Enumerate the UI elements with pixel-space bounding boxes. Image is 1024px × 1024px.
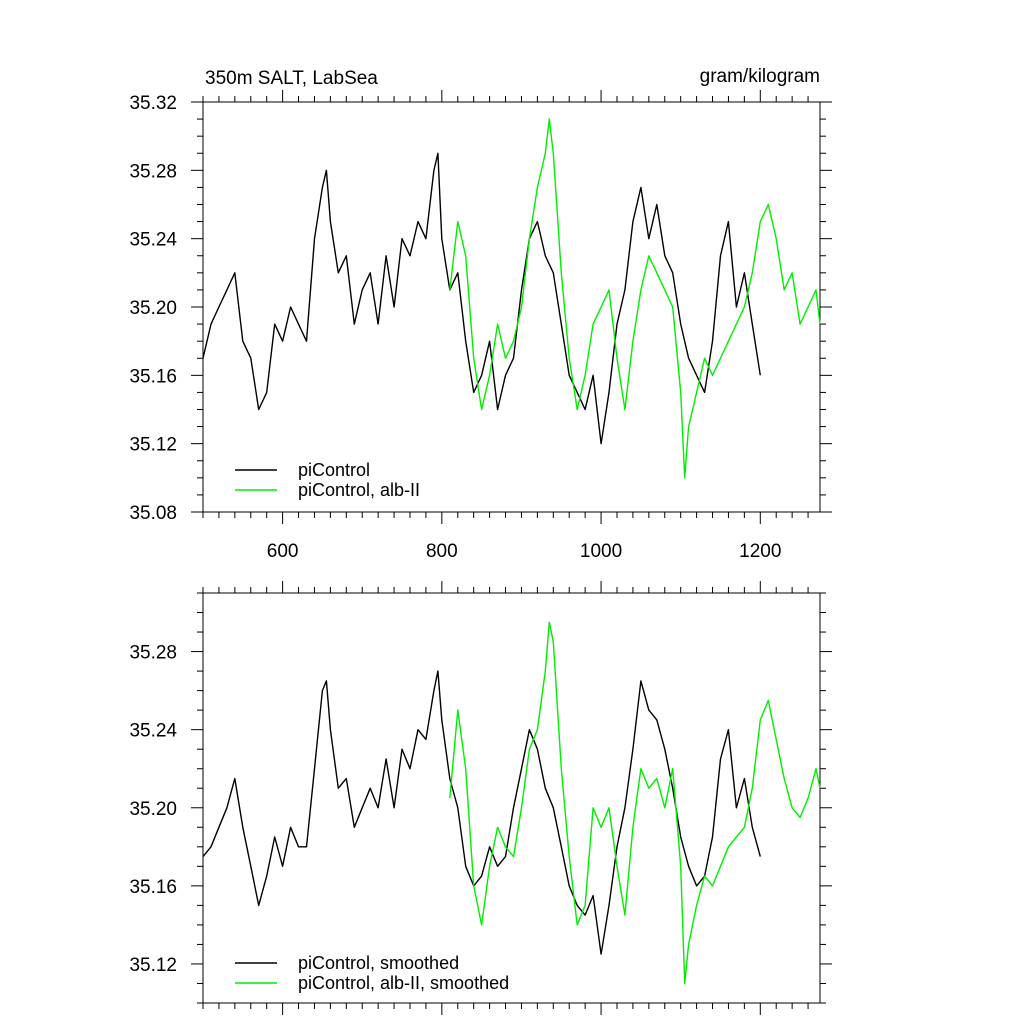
bottom-plot-frame [202, 592, 821, 1004]
bottom-legend-label-0: piControl, smoothed [298, 953, 459, 973]
bottom-y-tick-label: 35.24 [129, 721, 177, 742]
bottom-y-tick-label: 35.28 [129, 643, 177, 664]
bottom-y-tick-label: 35.16 [129, 877, 177, 898]
bottom-series-line-1 [449, 621, 821, 985]
top-x-tick-label: 1000 [580, 541, 622, 562]
top-series-line-0 [202, 152, 761, 445]
top-legend-label-0: piControl [298, 460, 370, 480]
top-x-tick-label: 600 [267, 541, 299, 562]
top-plot-frame [202, 101, 821, 513]
bottom-y-tick-label: 35.12 [129, 955, 177, 976]
bottom-panel: 35.12 35.16 35.20 35.24 35.28 piControl, smoo… [129, 581, 832, 1015]
top-y-tick-label: 35.12 [129, 435, 177, 456]
top-x-tick-label: 800 [426, 541, 458, 562]
top-series-line-1 [449, 118, 821, 479]
top-y-tick-label: 35.28 [129, 161, 177, 182]
top-plot-area: 600 800 1000 1200 35.08 35.12 35.16 35.20 35.24 3… [129, 90, 832, 562]
top-x-tick-label: 1200 [739, 541, 781, 562]
bottom-y-tick-label: 35.20 [129, 799, 177, 820]
top-y-tick-label: 35.08 [129, 503, 177, 524]
bottom-legend-label-1: piControl, alb-II, smoothed [298, 973, 509, 993]
top-panel-units-label: gram/kilogram [700, 66, 820, 87]
top-y-tick-label: 35.24 [129, 230, 177, 251]
top-panel-title-left: 350m SALT, LabSea [205, 68, 378, 89]
top-legend-label-1: piControl, alb-II [298, 480, 420, 500]
top-y-tick-label: 35.20 [129, 298, 177, 319]
top-y-tick-label: 35.32 [129, 93, 177, 114]
top-panel: 350m SALT, LabSea gram/kilogram 600 800 10… [129, 66, 832, 562]
top-y-tick-label: 35.16 [129, 366, 177, 387]
bottom-plot-area: 35.12 35.16 35.20 35.24 35.28 piControl, smoo… [129, 581, 832, 1015]
